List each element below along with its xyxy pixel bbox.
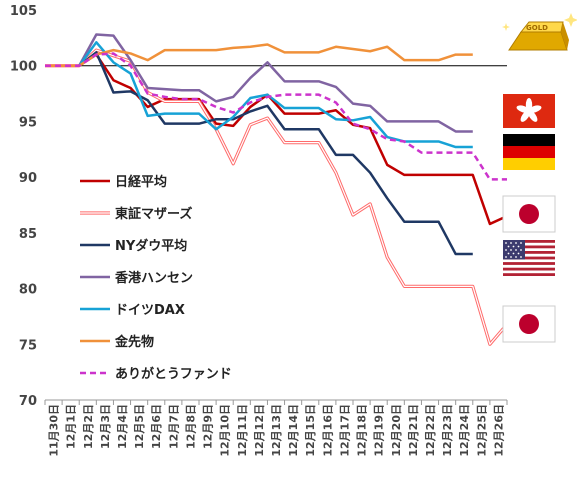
germany-flag-icon [503, 134, 555, 170]
y-tick-label: 80 [19, 283, 37, 298]
japan-flag-icon [502, 195, 556, 233]
x-tick-label: 12月5日 [133, 404, 146, 449]
legend-label: NYダウ平均 [115, 238, 187, 254]
series-line [45, 52, 507, 181]
x-tick-label: 12月21日 [407, 404, 420, 457]
x-tick-label: 12月11日 [236, 404, 249, 457]
x-tick-label: 12月6日 [150, 404, 163, 449]
x-tick-label: 12月20日 [390, 404, 403, 457]
y-tick-label: 90 [19, 171, 37, 186]
legend-label: ドイツDAX [115, 303, 185, 318]
series-layer [45, 33, 509, 346]
x-tick-label: 12月9日 [202, 404, 215, 449]
y-axis: 70 75 80 85 90 95 100 105 [10, 4, 37, 409]
y-tick-label: 105 [10, 4, 37, 19]
x-tick-label: 12月19日 [373, 404, 386, 457]
usa-flag-icon [503, 240, 555, 276]
x-tick-label: 12月1日 [65, 404, 78, 449]
x-tick-label: 12月26日 [492, 404, 505, 457]
x-tick-label: 12月7日 [167, 404, 180, 449]
series-line-outline [45, 48, 509, 346]
x-tick-label: 12月8日 [184, 404, 197, 449]
series-line [45, 43, 473, 67]
y-tick-label: 70 [19, 394, 37, 409]
x-tick-label: 12月16日 [321, 404, 334, 457]
y-tick-label: 100 [10, 60, 37, 75]
x-tick-label: 12月14日 [287, 404, 300, 457]
x-tick-label: 12月18日 [356, 404, 369, 457]
x-tick-label: 12月2日 [82, 404, 95, 449]
series-line [45, 33, 473, 133]
x-tick-label: 12月3日 [99, 404, 112, 449]
legend-label: 香港ハンセン [114, 270, 193, 286]
x-tick-label: 12月23日 [441, 404, 454, 457]
series-line [45, 51, 473, 256]
legend-label: 東証マザーズ [115, 206, 192, 222]
x-axis: 11月30日 12月1日 12月2日 12月3日 12月4日 12月5日 12月6日 12月7… [44, 399, 508, 457]
legend-label: 金先物 [114, 334, 154, 350]
y-tick-label: 95 [19, 115, 37, 130]
y-tick-label: 75 [19, 338, 37, 353]
series-line [45, 41, 473, 149]
series-line-inner [45, 49, 508, 345]
x-tick-label: 12月17日 [338, 404, 351, 457]
x-tick-label: 12月4日 [116, 404, 129, 449]
legend-label: 日経平均 [115, 174, 167, 190]
x-tick-label: 12月12日 [253, 404, 266, 457]
hong-kong-flag-icon [503, 94, 555, 128]
y-tick-label: 85 [19, 227, 37, 242]
x-tick-label: 12月22日 [424, 404, 437, 457]
gold-bar-icon: GOLD [502, 13, 577, 51]
x-tick-label: 12月25日 [475, 404, 488, 457]
series-line [45, 53, 508, 226]
x-tick-label: 12月13日 [270, 404, 283, 457]
legend-label: ありがとうファンド [115, 366, 232, 382]
japan-flag-icon-2 [502, 305, 556, 343]
x-tick-label: 12月10日 [219, 404, 232, 457]
x-tick-label: 12月15日 [304, 404, 317, 457]
x-tick-label: 11月30日 [48, 404, 61, 457]
gold-bar-label: GOLD [526, 24, 548, 32]
x-tick-label: 12月24日 [458, 404, 471, 457]
